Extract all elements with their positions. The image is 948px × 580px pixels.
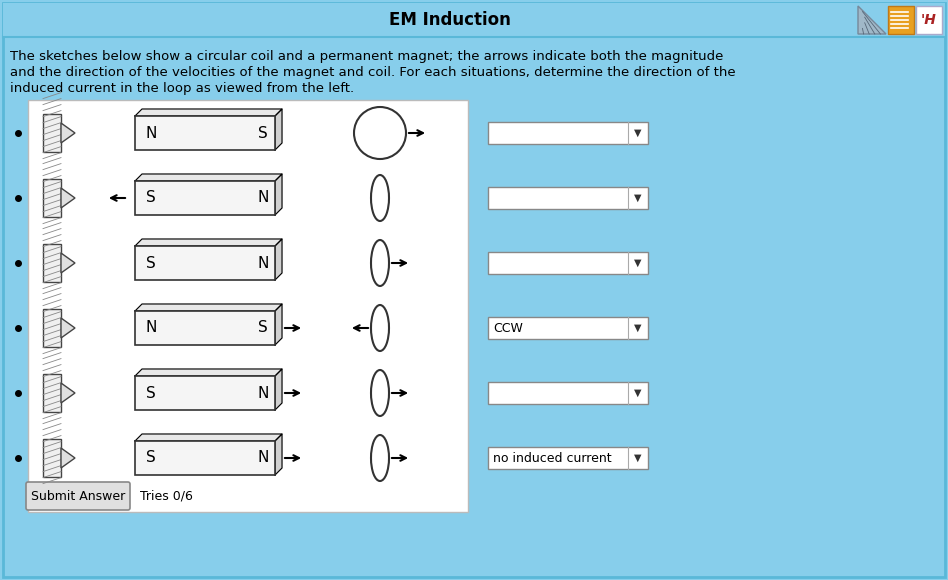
FancyBboxPatch shape	[135, 376, 275, 410]
Text: and the direction of the velocities of the magnet and coil. For each situations,: and the direction of the velocities of t…	[10, 66, 736, 79]
Text: S: S	[146, 190, 155, 205]
FancyBboxPatch shape	[3, 3, 945, 37]
FancyBboxPatch shape	[135, 311, 275, 345]
FancyBboxPatch shape	[135, 181, 275, 215]
Text: N: N	[145, 125, 156, 140]
Text: The sketches below show a circular coil and a permanent magnet; the arrows indic: The sketches below show a circular coil …	[10, 50, 723, 63]
Polygon shape	[61, 123, 75, 143]
FancyBboxPatch shape	[43, 374, 61, 412]
Polygon shape	[275, 369, 282, 410]
FancyBboxPatch shape	[488, 252, 648, 274]
Text: S: S	[258, 321, 268, 335]
Text: ▼: ▼	[634, 128, 642, 138]
FancyBboxPatch shape	[916, 6, 942, 34]
Text: Submit Answer: Submit Answer	[31, 490, 125, 502]
Text: ▼: ▼	[634, 193, 642, 203]
FancyBboxPatch shape	[488, 122, 648, 144]
Text: S: S	[258, 125, 268, 140]
Polygon shape	[135, 369, 282, 376]
FancyBboxPatch shape	[43, 244, 61, 282]
FancyBboxPatch shape	[135, 116, 275, 150]
Polygon shape	[61, 448, 75, 468]
Polygon shape	[61, 383, 75, 403]
Text: EM Induction: EM Induction	[389, 11, 511, 29]
FancyBboxPatch shape	[488, 317, 648, 339]
Polygon shape	[275, 109, 282, 150]
Text: ▼: ▼	[634, 388, 642, 398]
Text: ▼: ▼	[634, 453, 642, 463]
Text: N: N	[145, 321, 156, 335]
Polygon shape	[858, 6, 886, 34]
FancyBboxPatch shape	[28, 100, 468, 512]
Polygon shape	[135, 174, 282, 181]
FancyBboxPatch shape	[888, 6, 914, 34]
Text: no induced current: no induced current	[493, 451, 611, 465]
Polygon shape	[275, 304, 282, 345]
FancyBboxPatch shape	[26, 482, 130, 510]
Text: ▼: ▼	[634, 258, 642, 268]
FancyBboxPatch shape	[135, 246, 275, 280]
Polygon shape	[135, 109, 282, 116]
Polygon shape	[61, 253, 75, 273]
FancyBboxPatch shape	[488, 447, 648, 469]
Text: S: S	[146, 451, 155, 466]
Polygon shape	[61, 188, 75, 208]
Polygon shape	[61, 318, 75, 338]
Text: N: N	[257, 386, 268, 401]
FancyBboxPatch shape	[488, 187, 648, 209]
Text: N: N	[257, 256, 268, 270]
Text: ▼: ▼	[634, 323, 642, 333]
FancyBboxPatch shape	[43, 179, 61, 217]
FancyBboxPatch shape	[135, 441, 275, 475]
Text: induced current in the loop as viewed from the left.: induced current in the loop as viewed fr…	[10, 82, 355, 95]
Polygon shape	[275, 174, 282, 215]
Polygon shape	[135, 304, 282, 311]
Text: N: N	[257, 451, 268, 466]
FancyBboxPatch shape	[488, 382, 648, 404]
Text: 'H: 'H	[921, 13, 937, 27]
FancyBboxPatch shape	[43, 114, 61, 152]
Text: N: N	[257, 190, 268, 205]
FancyBboxPatch shape	[43, 309, 61, 347]
Text: CCW: CCW	[493, 321, 523, 335]
Polygon shape	[135, 239, 282, 246]
Text: S: S	[146, 256, 155, 270]
FancyBboxPatch shape	[43, 439, 61, 477]
Polygon shape	[275, 434, 282, 475]
Polygon shape	[135, 434, 282, 441]
Polygon shape	[275, 239, 282, 280]
Text: S: S	[146, 386, 155, 401]
Text: Tries 0/6: Tries 0/6	[140, 490, 192, 502]
